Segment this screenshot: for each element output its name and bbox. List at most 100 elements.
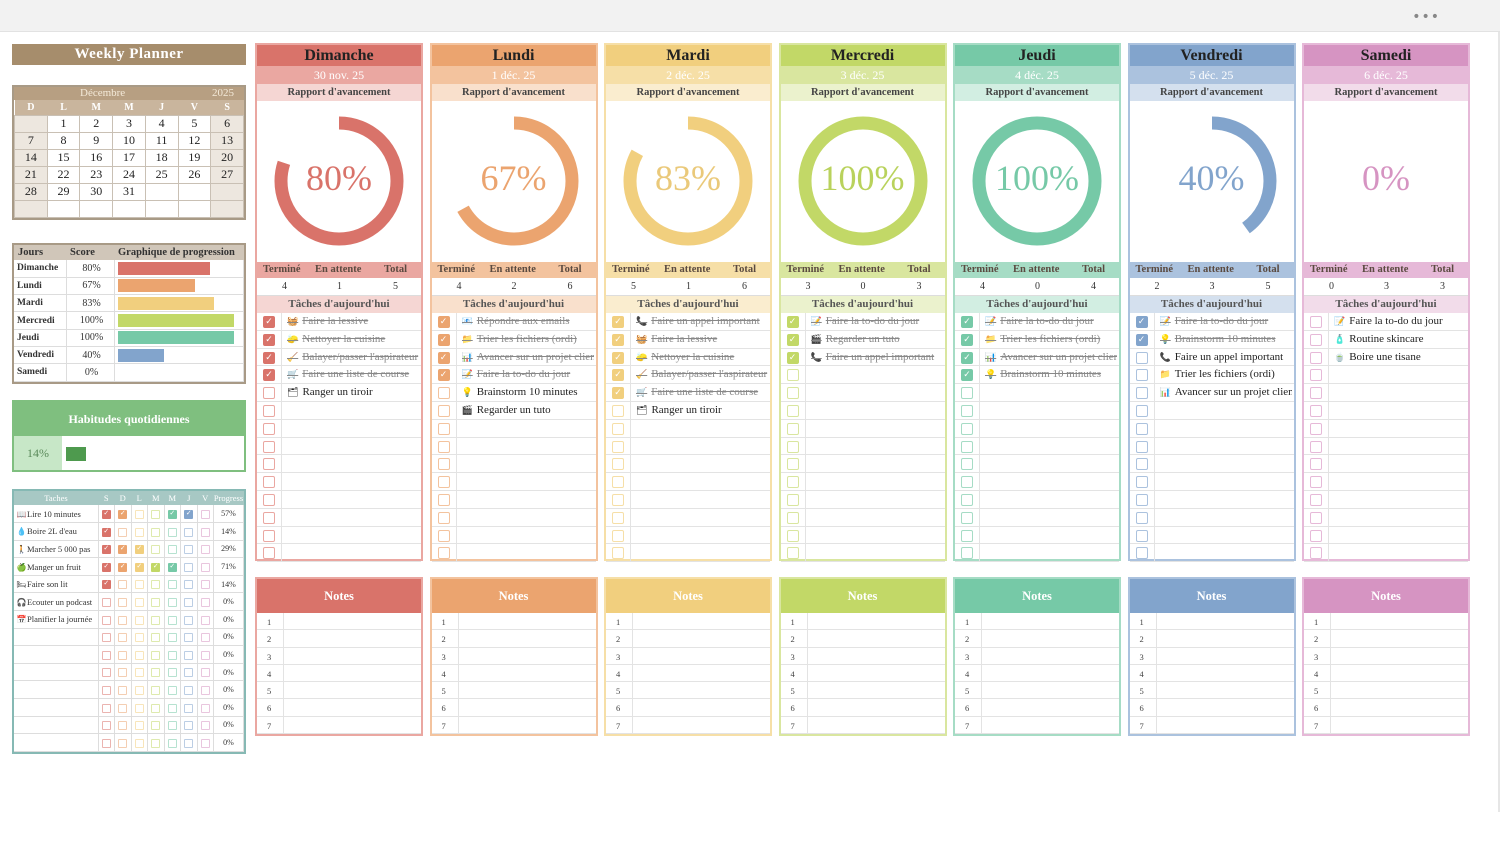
checkbox[interactable]: [118, 650, 128, 660]
checkbox[interactable]: [961, 387, 973, 400]
note-line[interactable]: 1: [780, 613, 945, 631]
calendar-day[interactable]: [14, 199, 48, 218]
calendar-day[interactable]: 5: [177, 114, 212, 133]
checkbox[interactable]: [134, 580, 144, 590]
checkbox[interactable]: [1135, 511, 1148, 524]
checkbox[interactable]: [118, 580, 128, 590]
checkbox[interactable]: [118, 527, 128, 537]
checkbox[interactable]: [263, 476, 275, 489]
calendar-day[interactable]: 23: [79, 165, 114, 184]
task-item[interactable]: 🗂 Ranger un tiroir: [287, 384, 419, 402]
task-item[interactable]: 🛒 Faire une liste de course: [636, 384, 768, 402]
more-horizontal-icon[interactable]: •••: [1412, 9, 1440, 25]
checkbox[interactable]: [612, 422, 624, 435]
checkbox[interactable]: [200, 615, 210, 625]
task-item[interactable]: 📁 Trier les fichiers (ordi): [462, 331, 594, 349]
checkbox[interactable]: [200, 668, 210, 678]
checked-checkbox[interactable]: ✓: [612, 316, 624, 328]
calendar-day[interactable]: 3: [112, 114, 146, 133]
checked-checkbox[interactable]: ✓: [961, 369, 973, 382]
checkbox[interactable]: [167, 650, 177, 660]
checkbox[interactable]: [200, 633, 210, 643]
note-line[interactable]: 4: [431, 664, 596, 683]
checkbox[interactable]: [134, 509, 144, 519]
checkbox[interactable]: [118, 615, 128, 625]
checked-checkbox[interactable]: ✓: [612, 351, 624, 364]
checked-checkbox[interactable]: ✓: [118, 561, 128, 572]
task-item[interactable]: 📝 Faire la to-do du jour: [1160, 313, 1292, 331]
checkbox[interactable]: [151, 545, 161, 555]
task-item[interactable]: 🧹 Balayer/passer l'aspirateur: [287, 349, 419, 367]
task-item[interactable]: 🎬 Regarder un tuto: [462, 402, 594, 420]
checkbox[interactable]: [151, 650, 161, 660]
checkbox[interactable]: [786, 404, 799, 417]
checked-checkbox[interactable]: ✓: [101, 508, 111, 519]
checkbox[interactable]: [151, 721, 161, 731]
checkbox[interactable]: [612, 458, 624, 471]
checkbox[interactable]: [184, 527, 194, 537]
checkbox[interactable]: [612, 476, 624, 489]
note-line[interactable]: 7: [955, 716, 1119, 735]
task-item[interactable]: 📞 Faire un appel important: [636, 313, 768, 331]
calendar-day[interactable]: 15: [46, 148, 81, 167]
checkbox[interactable]: [200, 598, 210, 608]
calendar-day[interactable]: 16: [79, 148, 114, 167]
checkbox[interactable]: [612, 440, 624, 453]
checked-checkbox[interactable]: ✓: [437, 333, 450, 346]
checkbox[interactable]: [200, 650, 210, 660]
checked-checkbox[interactable]: ✓: [184, 508, 194, 519]
checkbox[interactable]: [1310, 404, 1322, 417]
checkbox[interactable]: [167, 703, 177, 713]
note-line[interactable]: 7: [1304, 716, 1468, 735]
checkbox[interactable]: [1310, 529, 1322, 542]
calendar-day[interactable]: 25: [144, 165, 179, 184]
checkbox[interactable]: [961, 440, 973, 453]
calendar-day[interactable]: 13: [210, 131, 244, 150]
checkbox[interactable]: [1310, 387, 1322, 400]
checkbox[interactable]: [101, 633, 111, 643]
checkbox[interactable]: [961, 493, 973, 506]
checkbox[interactable]: [1310, 458, 1322, 471]
checkbox[interactable]: [167, 545, 177, 555]
task-item[interactable]: 📊 Avancer sur un projet client: [985, 349, 1117, 367]
note-line[interactable]: 2: [1129, 630, 1294, 648]
checkbox[interactable]: [961, 404, 973, 417]
task-item[interactable]: 🧴 Routine skincare: [1334, 331, 1466, 349]
checked-checkbox[interactable]: ✓: [263, 351, 275, 364]
checkbox[interactable]: [184, 668, 194, 678]
checkbox[interactable]: [167, 738, 177, 748]
checkbox[interactable]: [101, 738, 111, 748]
note-line[interactable]: 4: [1129, 664, 1294, 683]
calendar-day[interactable]: 2: [79, 114, 114, 133]
task-item[interactable]: 📊 Avancer sur un projet client: [462, 349, 594, 367]
checked-checkbox[interactable]: ✓: [101, 544, 111, 555]
checkbox[interactable]: [118, 703, 128, 713]
checkbox[interactable]: [118, 738, 128, 748]
checkbox[interactable]: [118, 633, 128, 643]
task-item[interactable]: 💡 Brainstorm 10 minutes: [462, 384, 594, 402]
note-line[interactable]: 1: [257, 613, 421, 631]
checked-checkbox[interactable]: ✓: [786, 316, 799, 328]
checkbox[interactable]: [961, 422, 973, 435]
checkbox[interactable]: [167, 721, 177, 731]
checkbox[interactable]: [101, 703, 111, 713]
checkbox[interactable]: [167, 615, 177, 625]
checkbox[interactable]: [184, 598, 194, 608]
checked-checkbox[interactable]: ✓: [437, 369, 450, 382]
checkbox[interactable]: [200, 721, 210, 731]
note-line[interactable]: 7: [431, 716, 596, 735]
checked-checkbox[interactable]: ✓: [263, 316, 275, 328]
task-item[interactable]: 🧺 Faire la lessive: [287, 313, 419, 331]
checkbox[interactable]: [151, 738, 161, 748]
task-item[interactable]: 🧹 Balayer/passer l'aspirateur: [636, 366, 768, 384]
checkbox[interactable]: [437, 493, 450, 506]
checkbox[interactable]: [134, 686, 144, 695]
task-item[interactable]: 💡 Brainstorm 10 minutes: [985, 366, 1117, 384]
checkbox[interactable]: [263, 440, 275, 453]
checkbox[interactable]: [263, 529, 275, 542]
calendar-day[interactable]: 30: [79, 182, 114, 201]
checkbox[interactable]: [151, 686, 161, 695]
checkbox[interactable]: [200, 738, 210, 748]
note-line[interactable]: 7: [780, 716, 945, 735]
calendar-day[interactable]: [79, 199, 114, 218]
